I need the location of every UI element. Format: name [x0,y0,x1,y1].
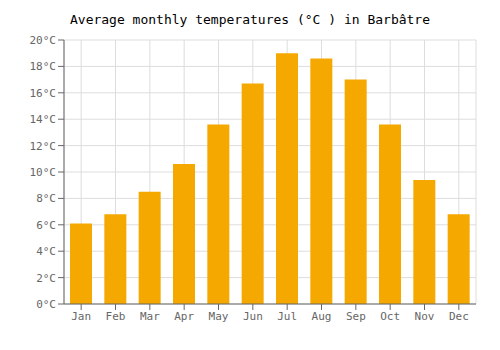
svg-text:20°C: 20°C [30,34,57,47]
svg-text:4°C: 4°C [36,245,56,258]
svg-text:Feb: Feb [106,310,126,323]
svg-text:Oct: Oct [380,310,400,323]
svg-text:Aug: Aug [312,310,332,323]
svg-text:Apr: Apr [174,310,194,323]
svg-text:Mar: Mar [140,310,160,323]
html-text:Average monthly temperatures (: Average monthly temperatures (°C ) in Ba… [70,12,430,27]
svg-text:12°C: 12°C [30,140,57,153]
svg-text:6°C: 6°C [36,219,56,232]
svg-text:Dec: Dec [449,310,469,323]
svg-text:Jun: Jun [243,310,263,323]
svg-text:0°C: 0°C [36,298,56,311]
svg-text:Jan: Jan [71,310,91,323]
svg-text:14°C: 14°C [30,113,57,126]
svg-text:10°C: 10°C [30,166,57,179]
svg-text:8°C: 8°C [36,192,56,205]
svg-text:Sep: Sep [346,310,366,323]
svg-text:16°C: 16°C [30,87,57,100]
svg-text:2°C: 2°C [36,272,56,285]
svg-text:Jul: Jul [277,310,297,323]
svg-text:May: May [209,310,229,323]
svg-text:18°C: 18°C [30,60,57,73]
svg-text:Nov: Nov [415,310,435,323]
